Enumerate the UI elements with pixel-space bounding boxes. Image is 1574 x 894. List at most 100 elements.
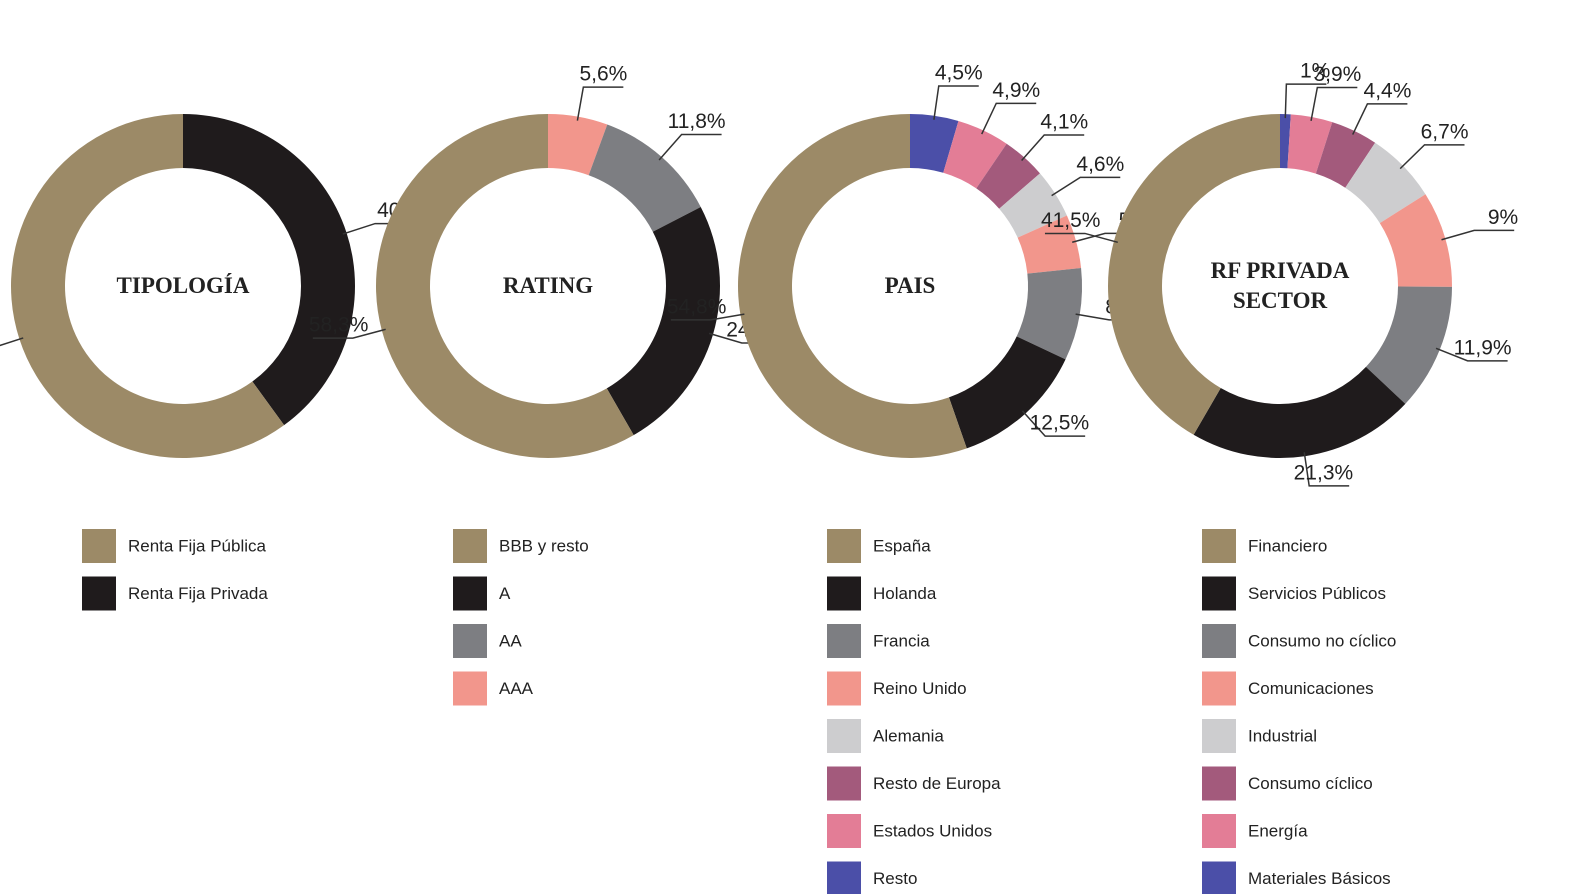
legend-label: Reino Unido bbox=[873, 679, 967, 698]
legend-swatch bbox=[827, 671, 861, 706]
legend-label: Alemania bbox=[873, 726, 944, 745]
leader-line bbox=[1310, 86, 1358, 122]
donut-segment bbox=[1193, 366, 1406, 458]
value-label: 4,4% bbox=[1364, 79, 1412, 102]
value-label: 12,5% bbox=[1030, 412, 1090, 435]
leader-line bbox=[1435, 347, 1508, 362]
leader-line bbox=[1021, 134, 1085, 161]
donut-segment bbox=[999, 173, 1067, 238]
donut-segment bbox=[1016, 268, 1082, 360]
value-label: 58,3% bbox=[309, 314, 369, 337]
leader-line bbox=[658, 133, 722, 161]
value-label: 11,8% bbox=[668, 110, 726, 133]
leader-line bbox=[1044, 232, 1118, 244]
legend-label: Energía bbox=[1248, 821, 1308, 840]
donut-segment bbox=[588, 124, 701, 232]
legend-label: Resto de Europa bbox=[873, 774, 1001, 793]
legend-swatch bbox=[1202, 814, 1236, 848]
leader-line bbox=[0, 337, 24, 347]
donut-title: PAIS bbox=[884, 273, 936, 298]
value-label: 11,9% bbox=[1454, 336, 1512, 359]
legend-swatch bbox=[827, 576, 861, 611]
legend-label: Servicios Públicos bbox=[1248, 584, 1386, 603]
donut-title: RF PRIVADA SECTOR bbox=[1210, 258, 1350, 313]
legend-label: Materiales Básicos bbox=[1248, 869, 1391, 888]
legend-swatch bbox=[1202, 766, 1236, 801]
leader-line bbox=[1051, 176, 1121, 197]
legend-swatch bbox=[827, 719, 861, 753]
leader-line bbox=[312, 328, 386, 339]
donut-segment bbox=[910, 114, 959, 173]
donut-segment bbox=[1108, 114, 1280, 435]
legend-label: Financiero bbox=[1248, 536, 1327, 555]
donut-segment bbox=[1017, 215, 1082, 274]
leader-line bbox=[933, 85, 979, 120]
donut-segment bbox=[376, 114, 634, 458]
leader-line bbox=[576, 86, 624, 121]
legend-label: Comunicaciones bbox=[1248, 679, 1374, 698]
donut-segment bbox=[1315, 122, 1376, 188]
legend-swatch bbox=[827, 624, 861, 658]
legend-swatch bbox=[453, 529, 487, 563]
donut-title: RATING bbox=[502, 273, 594, 298]
donut-segment bbox=[948, 336, 1066, 449]
legend-swatch bbox=[82, 576, 116, 611]
legend-swatch bbox=[1202, 529, 1236, 563]
donut-segment bbox=[10, 114, 285, 459]
leader-line bbox=[1284, 83, 1327, 119]
legend-swatch bbox=[827, 766, 861, 801]
value-label: 3,9% bbox=[1313, 63, 1361, 86]
legend-swatch bbox=[1202, 576, 1236, 611]
donut-title: TIPOLOGÍA bbox=[116, 273, 250, 298]
legend-swatch bbox=[827, 529, 861, 563]
donut-segment bbox=[1345, 142, 1426, 224]
legend-label: BBB y resto bbox=[499, 536, 589, 555]
donut-segment bbox=[943, 120, 1007, 189]
donut-segment bbox=[976, 143, 1040, 209]
value-label: 5,6% bbox=[579, 63, 627, 86]
leader-line bbox=[1303, 452, 1350, 487]
legend-label: Resto bbox=[873, 869, 917, 888]
legend-swatch bbox=[453, 624, 487, 658]
leader-line bbox=[1399, 144, 1465, 170]
value-label: 4,1% bbox=[1040, 111, 1088, 134]
legend-label: Renta Fija Privada bbox=[128, 584, 268, 603]
legend-label: Holanda bbox=[873, 584, 937, 603]
legend-swatch bbox=[827, 814, 861, 848]
legend-label: España bbox=[873, 536, 931, 555]
legend-label: Estados Unidos bbox=[873, 821, 992, 840]
legend-label: Francia bbox=[873, 631, 930, 650]
value-label: 9% bbox=[1488, 206, 1518, 229]
legend-label: Industrial bbox=[1248, 726, 1317, 745]
leader-line bbox=[1021, 410, 1086, 437]
legend-swatch bbox=[82, 529, 116, 563]
legend-swatch bbox=[1202, 719, 1236, 753]
leader-line bbox=[1441, 229, 1515, 241]
legend-swatch bbox=[453, 671, 487, 706]
donut-segment bbox=[1287, 114, 1333, 174]
legend-label: Renta Fija Pública bbox=[128, 536, 267, 555]
legend-swatch bbox=[1202, 624, 1236, 658]
legend-label: Consumo cíclico bbox=[1248, 774, 1373, 793]
value-label: 41,5% bbox=[1041, 209, 1101, 232]
legend-swatch bbox=[827, 861, 861, 894]
value-label: 6,7% bbox=[1421, 120, 1469, 143]
donut-segment bbox=[183, 114, 355, 426]
donut-segment bbox=[1365, 286, 1452, 404]
donut-segment bbox=[606, 206, 720, 436]
leader-line bbox=[670, 313, 745, 321]
value-label: 1% bbox=[1300, 60, 1330, 83]
leader-line bbox=[981, 102, 1037, 135]
donut-segment bbox=[548, 114, 608, 176]
legend-label: AAA bbox=[499, 679, 534, 698]
value-label: 54,8% bbox=[667, 295, 727, 318]
legend-label: Consumo no cíclico bbox=[1248, 631, 1396, 650]
legend-swatch bbox=[1202, 671, 1236, 706]
value-label: 4,9% bbox=[992, 79, 1040, 102]
legend-label: AA bbox=[499, 631, 522, 650]
value-label: 4,6% bbox=[1076, 153, 1124, 176]
value-label: 4,5% bbox=[935, 62, 983, 85]
donut-segment bbox=[1280, 114, 1291, 169]
